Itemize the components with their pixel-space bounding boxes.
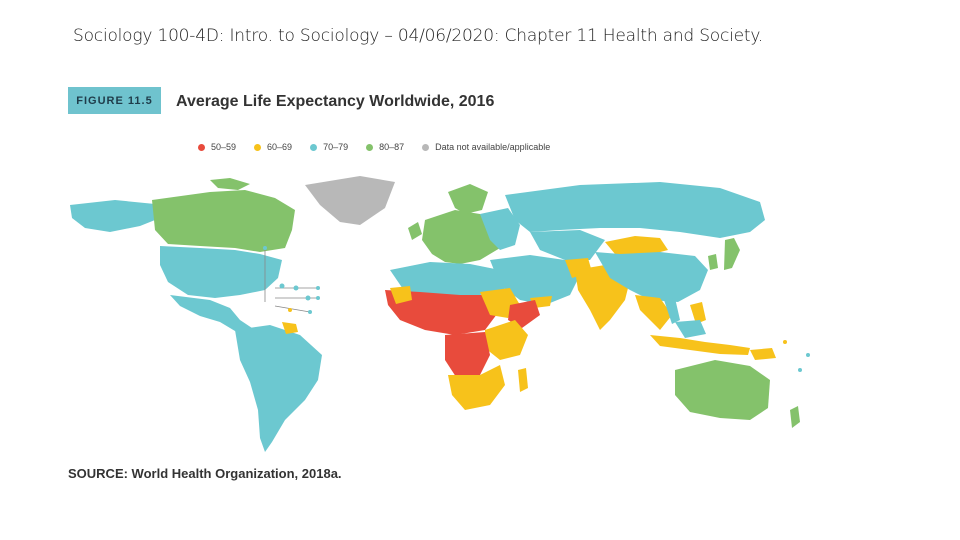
region-europe [422,210,500,264]
legend-dot-red [198,143,205,151]
region-guyana [282,322,298,334]
legend-label: Data not available/applicable [435,142,551,152]
legend-item-80-87: 80–87 [366,142,404,152]
region-eastern-europe [480,208,520,250]
region-west-africa [385,290,500,335]
legend-dot-green [366,143,374,151]
legend-item-50-59: 50–59 [198,142,236,152]
region-korea [708,254,718,270]
region-greenland [305,176,395,225]
slide-title: Sociology 100-4D: Intro. to Sociology – … [73,26,764,46]
region-china [595,252,708,302]
region-uk [408,222,422,240]
region-vietnam [664,298,680,324]
region-central-africa [445,332,490,380]
region-north-africa [390,262,505,295]
region-alaska [70,200,160,232]
map-legend: 50–59 60–69 70–79 80–87 Data not availab… [198,142,550,152]
region-usa [160,246,282,298]
region-pacific-island [806,353,810,357]
region-sahel-yellow [390,286,412,304]
legend-dot-blue [310,143,318,151]
region-canada [152,190,295,252]
region-madagascar [518,368,528,392]
region-scandinavia [448,184,488,214]
region-canada-islands [210,178,250,190]
legend-item-no-data: Data not available/applicable [422,142,550,152]
legend-item-70-79: 70–79 [310,142,348,152]
figure-tag: FIGURE 11.5 [68,87,161,114]
legend-label: 70–79 [323,142,349,152]
region-png [750,348,776,360]
region-mongolia [605,236,668,256]
region-russia [505,182,765,238]
legend-dot-gray [422,143,430,151]
figure-source: SOURCE: World Health Organization, 2018a… [68,466,342,481]
region-pacific-island [798,368,802,372]
figure-title: Average Life Expectancy Worldwide, 2016 [176,93,495,110]
region-pacific-island [783,340,787,344]
region-japan [724,238,740,270]
region-borneo [675,320,706,338]
region-east-africa [485,320,528,360]
caribbean-dots [263,246,320,314]
region-central-asia [530,230,605,260]
region-indonesia [650,335,750,355]
region-australia [675,360,770,420]
legend-item-60-69: 60–69 [254,142,292,152]
region-new-zealand [790,406,800,428]
world-map [60,170,820,460]
legend-label: 60–69 [267,142,293,152]
region-south-america [235,325,322,452]
region-southeast-asia [635,295,672,330]
legend-label: 80–87 [379,142,405,152]
region-horn-africa [508,300,540,328]
region-southern-africa [448,365,505,410]
legend-label: 50–59 [211,142,237,152]
legend-dot-yellow [254,143,262,151]
region-philippines [690,302,706,324]
